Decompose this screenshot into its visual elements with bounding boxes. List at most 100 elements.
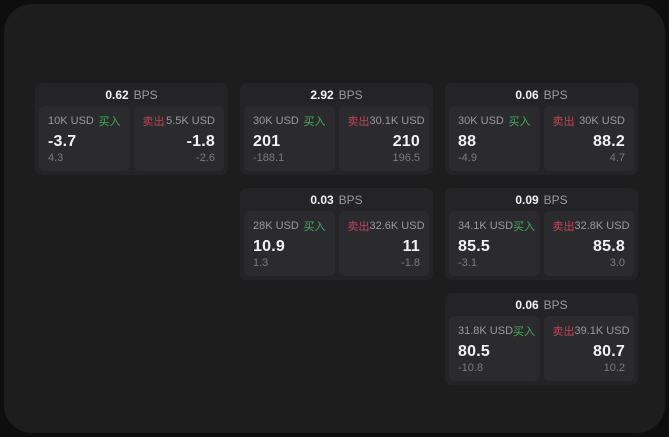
bps-unit-label: BPS (133, 87, 158, 102)
sell-side-label: 卖出 (347, 116, 370, 128)
sell-tile-top: 卖出 30K USD (553, 113, 626, 129)
sell-amount: 32.6K USD (369, 220, 425, 232)
bps-unit-label: BPS (543, 192, 568, 207)
sell-delta: 4.7 (609, 152, 625, 164)
buy-side-label: 买入 (508, 116, 531, 128)
sell-tile-top: 卖出 5.5K USD (143, 113, 216, 129)
buy-tile[interactable]: 31.8K USD 买入 80.5 -10.8 (449, 316, 540, 381)
buy-tile[interactable]: 10K USD 买入 -3.7 4.3 (39, 106, 130, 171)
card-header: 2.92 BPS (244, 83, 429, 106)
sell-tile[interactable]: 卖出 32.8K USD 85.8 3.0 (543, 211, 634, 276)
sell-tile[interactable]: 卖出 5.5K USD -1.8 -2.6 (133, 106, 224, 171)
quotes-panel: 0.62 BPS 10K USD 买入 -3.7 4.3 卖出 5.5K USD… (4, 4, 665, 433)
buy-price: 10.9 (253, 238, 285, 255)
card-grid: 0.62 BPS 10K USD 买入 -3.7 4.3 卖出 5.5K USD… (35, 83, 638, 385)
buy-tile-top: 28K USD 买入 (253, 218, 326, 234)
sell-side-label: 卖出 (552, 326, 575, 338)
buy-tile[interactable]: 34.1K USD 买入 85.5 -3.1 (449, 211, 540, 276)
quote-card[interactable]: 0.09 BPS 34.1K USD 买入 85.5 -3.1 卖出 32.8K… (445, 188, 638, 280)
buy-delta: 4.3 (48, 152, 64, 164)
sell-price: 11 (402, 238, 420, 255)
tile-row: 10K USD 买入 -3.7 4.3 卖出 5.5K USD -1.8 -2.… (39, 106, 224, 171)
sell-amount: 5.5K USD (166, 115, 215, 127)
buy-side-label: 买入 (513, 221, 536, 233)
bps-unit-label: BPS (338, 192, 363, 207)
card-header: 0.06 BPS (449, 83, 634, 106)
buy-tile[interactable]: 28K USD 买入 10.9 1.3 (244, 211, 335, 276)
buy-side-label: 买入 (513, 326, 536, 338)
buy-tile[interactable]: 30K USD 买入 88 -4.9 (449, 106, 540, 171)
sell-amount: 39.1K USD (574, 325, 630, 337)
buy-amount: 30K USD (253, 115, 299, 127)
buy-price: -3.7 (48, 133, 77, 150)
sell-delta: 10.2 (603, 362, 625, 374)
quote-card[interactable]: 2.92 BPS 30K USD 买入 201 -188.1 卖出 30.1K … (240, 83, 433, 175)
sell-tile-top: 卖出 30.1K USD (347, 113, 425, 129)
tile-row: 30K USD 买入 88 -4.9 卖出 30K USD 88.2 4.7 (449, 106, 634, 171)
bps-value: 0.09 (515, 192, 539, 207)
sell-amount: 32.8K USD (574, 220, 630, 232)
sell-side-label: 卖出 (347, 221, 370, 233)
card-header: 0.03 BPS (244, 188, 429, 211)
sell-tile[interactable]: 卖出 30.1K USD 210 196.5 (338, 106, 429, 171)
buy-side-label: 买入 (303, 221, 326, 233)
sell-side-label: 卖出 (142, 116, 165, 128)
buy-tile-top: 30K USD 买入 (253, 113, 326, 129)
sell-price: 88.2 (593, 133, 625, 150)
sell-price: -1.8 (186, 133, 215, 150)
tile-row: 28K USD 买入 10.9 1.3 卖出 32.6K USD 11 -1.8 (244, 211, 429, 276)
buy-amount: 28K USD (253, 220, 299, 232)
buy-amount: 30K USD (458, 115, 504, 127)
sell-tile-top: 卖出 32.8K USD (552, 218, 630, 234)
tile-row: 34.1K USD 买入 85.5 -3.1 卖出 32.8K USD 85.8… (449, 211, 634, 276)
buy-price: 88 (458, 133, 477, 150)
buy-tile-top: 34.1K USD 买入 (458, 218, 535, 234)
buy-tile[interactable]: 30K USD 买入 201 -188.1 (244, 106, 335, 171)
quote-card[interactable]: 0.06 BPS 30K USD 买入 88 -4.9 卖出 30K USD 8… (445, 83, 638, 175)
tile-row: 31.8K USD 买入 80.5 -10.8 卖出 39.1K USD 80.… (449, 316, 634, 381)
quote-card[interactable]: 0.62 BPS 10K USD 买入 -3.7 4.3 卖出 5.5K USD… (35, 83, 228, 175)
buy-amount: 10K USD (48, 115, 94, 127)
buy-delta: -10.8 (458, 362, 484, 374)
sell-tile[interactable]: 卖出 39.1K USD 80.7 10.2 (543, 316, 634, 381)
bps-value: 0.06 (515, 297, 539, 312)
buy-amount: 31.8K USD (458, 325, 514, 337)
buy-side-label: 买入 (98, 116, 121, 128)
sell-price: 85.8 (593, 238, 625, 255)
sell-tile[interactable]: 卖出 32.6K USD 11 -1.8 (338, 211, 429, 276)
buy-side-label: 买入 (303, 116, 326, 128)
sell-tile[interactable]: 卖出 30K USD 88.2 4.7 (543, 106, 634, 171)
sell-side-label: 卖出 (552, 116, 575, 128)
bps-value: 2.92 (310, 87, 334, 102)
quote-card[interactable]: 0.06 BPS 31.8K USD 买入 80.5 -10.8 卖出 39.1… (445, 293, 638, 385)
buy-tile-top: 10K USD 买入 (48, 113, 121, 129)
buy-tile-top: 30K USD 买入 (458, 113, 531, 129)
sell-tile-top: 卖出 39.1K USD (552, 323, 630, 339)
bps-value: 0.03 (310, 192, 334, 207)
card-header: 0.09 BPS (449, 188, 634, 211)
sell-amount: 30.1K USD (369, 115, 425, 127)
buy-delta: 1.3 (253, 257, 269, 269)
sell-amount: 30K USD (579, 115, 625, 127)
buy-delta: -3.1 (458, 257, 477, 269)
bps-value: 0.62 (105, 87, 129, 102)
sell-delta: -2.6 (196, 152, 215, 164)
buy-amount: 34.1K USD (458, 220, 514, 232)
buy-price: 201 (253, 133, 281, 150)
bps-unit-label: BPS (543, 297, 568, 312)
buy-delta: -188.1 (253, 152, 285, 164)
quote-card[interactable]: 0.03 BPS 28K USD 买入 10.9 1.3 卖出 32.6K US… (240, 188, 433, 280)
card-header: 0.06 BPS (449, 293, 634, 316)
buy-price: 85.5 (458, 238, 490, 255)
sell-tile-top: 卖出 32.6K USD (347, 218, 425, 234)
sell-delta: -1.8 (401, 257, 420, 269)
sell-price: 80.7 (593, 343, 625, 360)
buy-delta: -4.9 (458, 152, 477, 164)
sell-side-label: 卖出 (552, 221, 575, 233)
tile-row: 30K USD 买入 201 -188.1 卖出 30.1K USD 210 1… (244, 106, 429, 171)
sell-price: 210 (392, 133, 420, 150)
bps-unit-label: BPS (338, 87, 363, 102)
card-header: 0.62 BPS (39, 83, 224, 106)
sell-delta: 196.5 (392, 152, 420, 164)
